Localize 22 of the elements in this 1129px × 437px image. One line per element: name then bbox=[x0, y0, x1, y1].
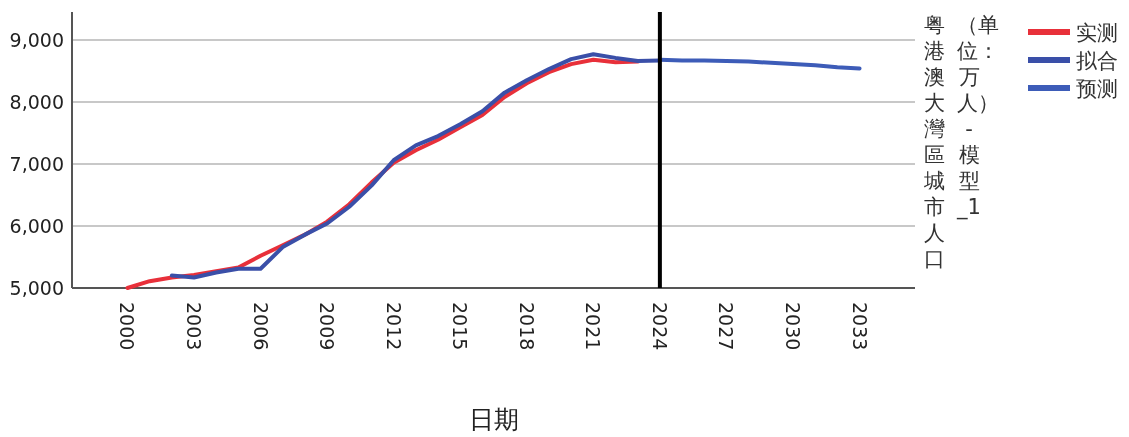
legend-label: 预测 bbox=[1076, 77, 1118, 101]
x-tick-label: 2006 bbox=[249, 302, 272, 351]
x-tick-label: 2012 bbox=[382, 302, 405, 351]
x-tick-label: 2018 bbox=[515, 302, 538, 351]
y-tick-label: 8,000 bbox=[9, 90, 64, 113]
x-tick-label: 2021 bbox=[582, 302, 605, 351]
x-tick-label: 2009 bbox=[316, 302, 339, 351]
text: 粤港澳大灣區城市人口（单位：万人）-模型_1 bbox=[923, 13, 999, 271]
legend-label: 实测 bbox=[1076, 21, 1118, 45]
x-tick-label: 2015 bbox=[449, 302, 472, 351]
x-tick-label: 2024 bbox=[648, 302, 671, 351]
y-tick-label: 5,000 bbox=[9, 277, 64, 299]
x-axis-title: 日期 bbox=[468, 405, 519, 434]
y-tick-label: 6,000 bbox=[9, 214, 64, 237]
legend-label: 拟合 bbox=[1076, 49, 1118, 73]
y-tick-label: 7,000 bbox=[9, 152, 64, 175]
x-tick-label: 2033 bbox=[848, 302, 871, 351]
x-tick-label: 2027 bbox=[715, 302, 738, 351]
y-tick-label: 9,000 bbox=[9, 28, 64, 51]
x-tick-label: 2000 bbox=[116, 302, 139, 351]
x-tick-label: 2030 bbox=[781, 302, 804, 351]
x-tick-label: 2003 bbox=[183, 302, 206, 351]
